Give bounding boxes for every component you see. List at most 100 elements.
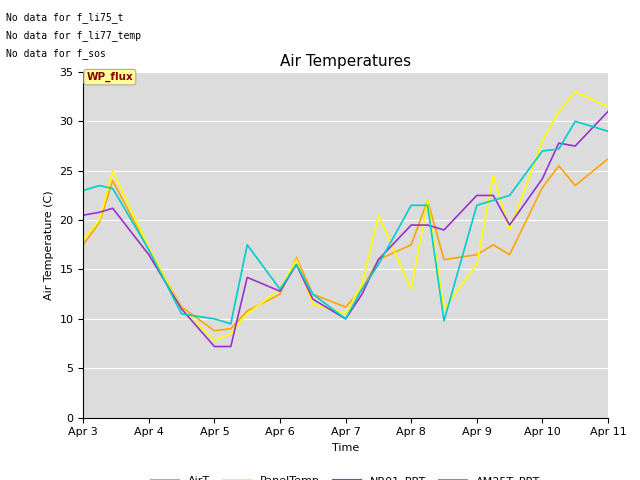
AirT — [243, 308, 251, 314]
AirT — [572, 183, 579, 189]
Line: AM25T_PRT: AM25T_PRT — [83, 121, 608, 324]
AM25T_PRT — [604, 128, 612, 134]
AM25T_PRT — [539, 148, 547, 154]
AM25T_PRT — [79, 188, 87, 193]
Y-axis label: Air Temperature (C): Air Temperature (C) — [44, 190, 54, 300]
NR01_PRT — [358, 291, 366, 297]
AirT — [473, 252, 481, 258]
AM25T_PRT — [292, 262, 300, 267]
AirT — [145, 247, 153, 252]
PanelTemp — [555, 108, 563, 114]
AM25T_PRT — [424, 203, 431, 208]
Legend: AirT, PanelTemp, NR01_PRT, AM25T_PRT: AirT, PanelTemp, NR01_PRT, AM25T_PRT — [147, 471, 545, 480]
Text: No data for f_li75_t: No data for f_li75_t — [6, 12, 124, 23]
NR01_PRT — [374, 257, 382, 263]
NR01_PRT — [227, 344, 235, 349]
NR01_PRT — [178, 306, 186, 312]
PanelTemp — [342, 311, 349, 317]
NR01_PRT — [555, 140, 563, 146]
PanelTemp — [79, 237, 87, 243]
NR01_PRT — [604, 108, 612, 114]
NR01_PRT — [145, 252, 153, 258]
AirT — [539, 185, 547, 191]
NR01_PRT — [572, 143, 579, 149]
AM25T_PRT — [473, 203, 481, 208]
AirT — [227, 326, 235, 332]
AM25T_PRT — [276, 287, 284, 292]
NR01_PRT — [342, 316, 349, 322]
AirT — [374, 257, 382, 263]
PanelTemp — [490, 173, 497, 179]
PanelTemp — [473, 262, 481, 267]
AM25T_PRT — [506, 192, 513, 198]
AM25T_PRT — [309, 291, 317, 297]
NR01_PRT — [490, 192, 497, 198]
PanelTemp — [292, 257, 300, 263]
NR01_PRT — [79, 212, 87, 218]
NR01_PRT — [243, 275, 251, 280]
NR01_PRT — [539, 176, 547, 181]
NR01_PRT — [408, 222, 415, 228]
Title: Air Temperatures: Air Temperatures — [280, 54, 411, 70]
PanelTemp — [539, 138, 547, 144]
AirT — [358, 287, 366, 292]
AM25T_PRT — [572, 119, 579, 124]
AirT — [292, 255, 300, 261]
PanelTemp — [358, 281, 366, 287]
AirT — [424, 197, 431, 203]
AirT — [79, 242, 87, 248]
AM25T_PRT — [109, 186, 116, 192]
PanelTemp — [408, 287, 415, 292]
AirT — [342, 304, 349, 310]
AM25T_PRT — [374, 262, 382, 267]
AirT — [408, 242, 415, 248]
NR01_PRT — [109, 205, 116, 211]
Line: NR01_PRT: NR01_PRT — [83, 111, 608, 347]
Line: PanelTemp: PanelTemp — [83, 92, 608, 341]
AM25T_PRT — [342, 316, 349, 322]
PanelTemp — [604, 104, 612, 109]
NR01_PRT — [96, 209, 104, 215]
X-axis label: Time: Time — [332, 443, 359, 453]
PanelTemp — [440, 306, 448, 312]
PanelTemp — [178, 306, 186, 312]
AM25T_PRT — [178, 311, 186, 317]
AirT — [178, 304, 186, 310]
NR01_PRT — [309, 296, 317, 302]
AM25T_PRT — [440, 318, 448, 324]
AM25T_PRT — [555, 146, 563, 152]
NR01_PRT — [211, 344, 218, 349]
AM25T_PRT — [96, 183, 104, 189]
AirT — [440, 257, 448, 263]
PanelTemp — [424, 197, 431, 203]
AM25T_PRT — [490, 197, 497, 203]
NR01_PRT — [292, 262, 300, 267]
AirT — [96, 219, 104, 225]
Line: AirT: AirT — [83, 159, 608, 331]
AirT — [555, 163, 563, 168]
NR01_PRT — [276, 288, 284, 294]
AM25T_PRT — [211, 316, 218, 322]
PanelTemp — [211, 338, 218, 344]
AM25T_PRT — [408, 203, 415, 208]
PanelTemp — [227, 331, 235, 336]
PanelTemp — [145, 245, 153, 251]
Text: No data for f_sos: No data for f_sos — [6, 48, 106, 60]
AirT — [604, 156, 612, 162]
AirT — [309, 291, 317, 297]
PanelTemp — [374, 212, 382, 218]
AM25T_PRT — [145, 247, 153, 252]
PanelTemp — [572, 89, 579, 95]
AM25T_PRT — [358, 287, 366, 292]
NR01_PRT — [424, 222, 431, 228]
PanelTemp — [309, 301, 317, 307]
AirT — [109, 178, 116, 183]
AM25T_PRT — [243, 242, 251, 248]
AirT — [506, 252, 513, 258]
PanelTemp — [506, 227, 513, 233]
Text: WP_flux: WP_flux — [86, 72, 133, 82]
AirT — [490, 242, 497, 248]
PanelTemp — [109, 168, 116, 174]
PanelTemp — [276, 287, 284, 292]
PanelTemp — [243, 311, 251, 317]
